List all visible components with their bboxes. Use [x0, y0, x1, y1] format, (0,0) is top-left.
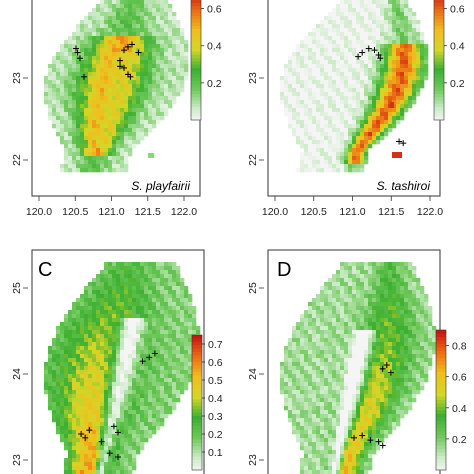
panel-a-colorbar: 0.6 0.4 0.2 [190, 0, 222, 121]
occurrence-point [81, 73, 87, 80]
occurrence-point [351, 434, 357, 441]
occurrence-point [379, 442, 386, 449]
colorbar-tick-label: 0.2 [452, 434, 467, 446]
occurrence-point [371, 47, 378, 54]
colorbar-tick-label: 0.4 [450, 41, 465, 53]
panel-c-colorbar: 0.7 0.6 0.5 0.4 0.3 0.2 0.1 [191, 334, 223, 471]
occurrence-point [375, 51, 382, 58]
occurrence-point [74, 49, 81, 56]
x-tick-label: 122.0 [417, 206, 443, 218]
panel-d-label: D [277, 259, 291, 281]
occurrence-point [121, 64, 127, 71]
y-tick-label: 25 [11, 282, 23, 294]
occurrence-point [78, 431, 85, 437]
colorbar-tick-label: 0.5 [208, 375, 223, 387]
x-tick-label: 121.0 [98, 206, 124, 218]
occurrence-point [355, 53, 362, 60]
x-tick-label: 122.0 [171, 206, 197, 218]
x-tick-label: 121.5 [135, 206, 161, 218]
colorbar-tick-label: 0.4 [207, 41, 222, 53]
occurrence-point [115, 454, 121, 460]
panel-a-map [44, 0, 189, 173]
panel-c-map [44, 262, 201, 474]
x-tick-label: 121.5 [378, 206, 404, 218]
x-tick-label: 120.5 [301, 206, 327, 218]
occurrence-point [115, 429, 121, 436]
x-tick-label: 121.0 [339, 206, 365, 218]
axes: 120.0 120.5 121.0 121.5 122.0 120.0 120.5 121.0… [11, 72, 443, 466]
colorbar-tick-label: 0.4 [208, 393, 223, 405]
y-tick-label: 22 [247, 154, 259, 166]
occurrence-point [365, 45, 372, 52]
occurrence-point [117, 57, 123, 64]
y-tick-label: 23 [11, 72, 23, 84]
occurrence-point [127, 73, 134, 80]
colorbar-tick-label: 0.6 [450, 4, 465, 16]
y-tick-label: 23 [247, 454, 259, 466]
occurrence-point [73, 45, 79, 52]
occurrence-point [110, 423, 117, 430]
occurrence-point [125, 43, 131, 50]
panel-a-species: S. playfairii [131, 179, 190, 193]
occurrence-point [82, 434, 89, 441]
panel-b-map [280, 0, 429, 173]
occurrence-point [396, 138, 403, 145]
x-tick-label: 120.0 [26, 206, 52, 218]
occurrence-point [98, 438, 105, 445]
panel-c-frame [31, 249, 205, 474]
occurrence-point [359, 432, 366, 439]
x-tick-label: 120.5 [62, 206, 88, 218]
colorbar-tick-label: 0.6 [452, 372, 467, 384]
colorbar-tick-label: 0.2 [207, 78, 222, 90]
occurrence-point [151, 350, 158, 357]
occurrence-point [383, 362, 390, 368]
colorbar-tick-label: 0.1 [208, 447, 223, 459]
colorbar-tick-label: 0.6 [208, 357, 223, 369]
panel-b-colorbar: 0.6 0.4 0.2 [433, 0, 465, 121]
occurrence-point [400, 140, 407, 147]
y-tick-label: 22 [11, 154, 23, 166]
occurrence-point [121, 47, 127, 54]
x-tick-label: 120.0 [262, 206, 288, 218]
panel-d-occurrences [351, 362, 394, 449]
occurrence-point [106, 450, 113, 457]
occurrence-point [359, 49, 366, 56]
occurrence-point [146, 354, 153, 361]
colorbar-tick-label: 0.8 [452, 341, 467, 353]
panel-c-occurrences [78, 350, 158, 460]
panel-a-occurrences [73, 41, 142, 80]
colorbar-tick-label: 0.3 [208, 411, 223, 423]
occurrence-point [367, 437, 374, 444]
occurrence-point [375, 438, 382, 445]
occurrence-point [139, 358, 146, 365]
colorbar-tick-label: 0.2 [208, 429, 223, 441]
occurrence-point [379, 365, 386, 372]
panel-b-species: S. tashiroi [377, 179, 431, 193]
colorbar-tick-label: 0.4 [452, 403, 467, 415]
occurrence-point [86, 427, 93, 434]
y-tick-label: 23 [247, 72, 259, 84]
panel-c-label: C [38, 259, 52, 281]
y-tick-label: 23 [11, 454, 23, 466]
occurrence-point [77, 55, 83, 62]
panel-b-occurrences [355, 45, 407, 147]
panel-d-colorbar: 0.8 0.6 0.4 0.2 [435, 329, 467, 471]
y-tick-label: 24 [11, 368, 23, 380]
colorbar-tick-label: 0.6 [207, 4, 222, 16]
colorbar-tick-label: 0.7 [208, 339, 223, 351]
panel-d-map [280, 262, 437, 474]
occurrence-point [135, 49, 142, 56]
occurrence-point [377, 55, 384, 62]
occurrence-point [117, 63, 123, 70]
occurrence-point [129, 41, 135, 48]
occurrence-point [387, 369, 394, 376]
y-tick-label: 24 [247, 368, 259, 380]
colorbar-tick-label: 0.2 [450, 78, 465, 90]
y-tick-label: 25 [247, 282, 259, 294]
